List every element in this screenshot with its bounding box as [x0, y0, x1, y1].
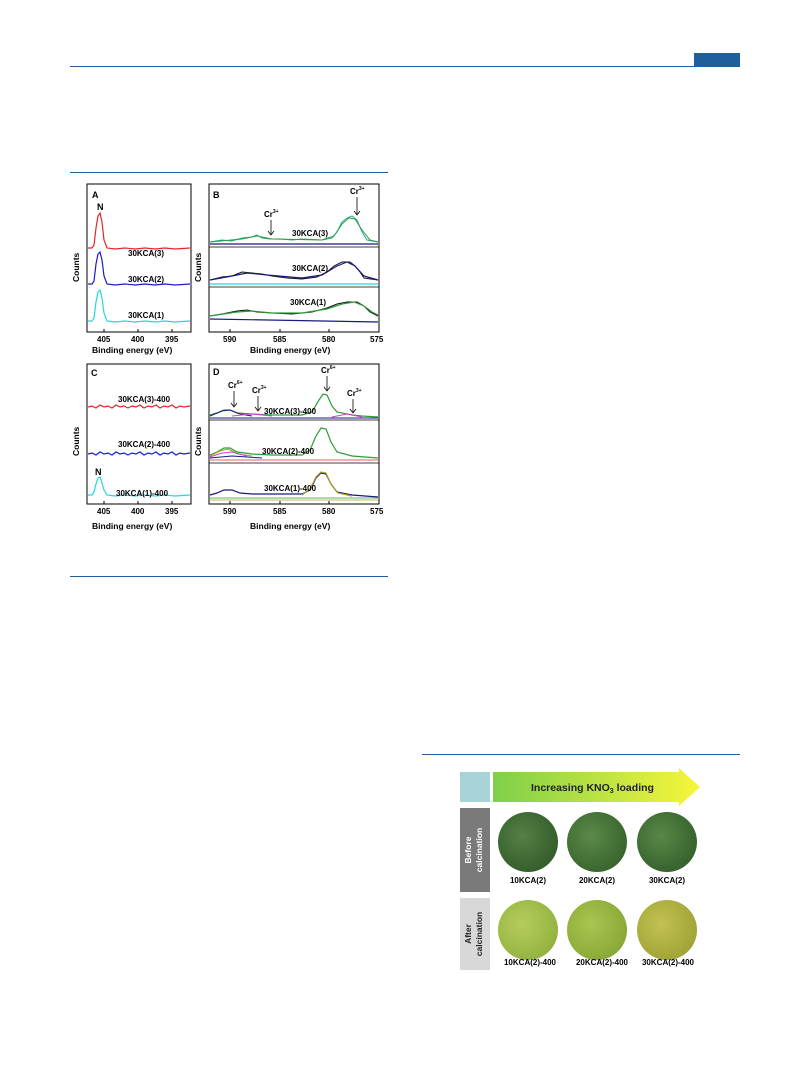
panel-d-frame — [208, 363, 380, 505]
row-label-after: After calcination — [460, 898, 490, 970]
panel-a-series-label-1: 30KCA(3) — [128, 249, 164, 258]
panel-d-xlabel: Binding energy (eV) — [250, 521, 330, 531]
panel-c-series-blue — [87, 451, 191, 456]
panel-c-peak-label: N — [95, 467, 102, 477]
panel-c-series-red — [87, 404, 191, 409]
panel-c-tick-1: 405 — [97, 507, 111, 516]
panel-b-series-label-2: 30KCA(2) — [292, 264, 328, 273]
header-rule — [70, 66, 740, 67]
panel-b-cr3-right: Cr3+ — [350, 186, 365, 196]
row-label-before: Before calcination — [460, 808, 490, 892]
panel-c-letter: C — [91, 368, 98, 378]
panel-d-series-middle — [209, 427, 379, 459]
svg-text:calcination: calcination — [474, 828, 484, 872]
xps-panel-d: D Cr6+ Cr3+ Cr6+ Cr3+ 30KCA(3)-400 30KCA… — [193, 363, 384, 531]
panel-d-tick-1: 590 — [223, 507, 237, 516]
panel-d-cr3-right: Cr3+ — [347, 388, 362, 398]
panel-c-xlabel: Binding energy (eV) — [92, 521, 172, 531]
panel-b-fit-top — [209, 217, 379, 243]
panel-c-tick-2: 400 — [131, 507, 145, 516]
sample-photo-20kca2-400 — [567, 900, 627, 960]
header-accent-block — [694, 53, 740, 66]
panel-a-peak-label: N — [97, 202, 104, 212]
panel-d-cr3-left: Cr3+ — [252, 385, 267, 395]
panel-a-series-blue — [88, 250, 191, 286]
sample-photo-20kca2 — [567, 812, 627, 872]
sample-label-10kca2: 10KCA(2) — [509, 876, 546, 885]
panel-c-series-label-1: 30KCA(3)-400 — [118, 395, 171, 404]
panel-a-tick-1: 405 — [97, 335, 111, 344]
panel-b-ylabel: Counts — [193, 252, 203, 282]
panel-b-tick-4: 575 — [370, 335, 384, 344]
panel-d-cr6-right: Cr6+ — [321, 365, 336, 375]
panel-a-series-label-3: 30KCA(1) — [128, 311, 164, 320]
sample-label-20kca2: 20KCA(2) — [578, 876, 615, 885]
panel-b-series-label-3: 30KCA(1) — [290, 298, 326, 307]
corner-swatch — [460, 772, 490, 802]
panel-d-ylabel: Counts — [193, 426, 203, 456]
panel-b-tick-3: 580 — [322, 335, 336, 344]
xps-panel-b: B Cr3+ Cr3+ 30KCA(3) 30KCA(2) 30KCA(1) 5… — [193, 183, 384, 355]
panel-b-tick-2: 585 — [273, 335, 287, 344]
panel-d-tick-2: 585 — [273, 507, 287, 516]
sample-photo-10kca2 — [498, 812, 558, 872]
xps-panel-c: C 30KCA(3)-400 30KCA(2)-400 30KCA(1)-400… — [71, 363, 192, 531]
panel-d-series-label-3: 30KCA(1)-400 — [264, 484, 317, 493]
sample-label-30kca2: 30KCA(2) — [648, 876, 685, 885]
panel-c-series-label-2: 30KCA(2)-400 — [118, 440, 171, 449]
panel-d-tick-3: 580 — [322, 507, 336, 516]
sample-label-10kca2-400: 10KCA(2)-400 — [503, 958, 557, 967]
figure-top-rule — [70, 172, 388, 173]
panel-b-xlabel: Binding energy (eV) — [250, 345, 330, 355]
sample-label-30kca2-400: 30KCA(2)-400 — [641, 958, 695, 967]
panel-a-series-cyan — [88, 288, 191, 323]
panel-a-tick-3: 395 — [165, 335, 179, 344]
svg-text:calcination: calcination — [474, 912, 484, 956]
svg-text:Before: Before — [463, 836, 473, 863]
panel-d-letter: D — [213, 367, 220, 377]
figure-bottom-rule — [70, 576, 388, 577]
sample-photo-10kca2-400 — [498, 900, 558, 960]
panel-b-series-label-1: 30KCA(3) — [292, 229, 328, 238]
svg-text:After: After — [463, 923, 473, 944]
panel-d-tick-4: 575 — [370, 507, 384, 516]
panel-c-frame — [86, 363, 192, 505]
panel-a-series-red — [88, 211, 191, 250]
panel-d-cr6-left: Cr6+ — [228, 380, 243, 390]
photo-figure: Increasing KNO3 loading Before calcinati… — [460, 768, 702, 973]
panel-b-tick-1: 590 — [223, 335, 237, 344]
panel-a-series-label-2: 30KCA(2) — [128, 275, 164, 284]
panel-a-ylabel: Counts — [71, 252, 81, 282]
panel-a-frame — [86, 183, 192, 333]
panel-b-frame — [208, 183, 380, 333]
panel-c-tick-3: 395 — [165, 507, 179, 516]
banner-text: Increasing KNO3 loading — [531, 782, 654, 795]
sample-photo-30kca2 — [637, 812, 697, 872]
panel-c-series-label-3: 30KCA(1)-400 — [116, 489, 169, 498]
panel-b-fit-middle — [209, 261, 379, 281]
panel-a-letter: A — [92, 190, 99, 200]
photo-figure-top-rule — [422, 754, 740, 755]
panel-c-series-cyan — [88, 476, 191, 497]
sample-photo-30kca2-400 — [637, 900, 697, 960]
loading-arrow-banner: Increasing KNO3 loading — [493, 768, 700, 806]
panel-a-tick-2: 400 — [131, 335, 145, 344]
panel-a-xlabel: Binding energy (eV) — [92, 345, 172, 355]
panel-d-series-label-2: 30KCA(2)-400 — [262, 447, 315, 456]
panel-b-fit-bottom — [209, 301, 379, 317]
panel-c-ylabel: Counts — [71, 426, 81, 456]
panel-d-series-label-1: 30KCA(3)-400 — [264, 407, 317, 416]
sample-label-20kca2-400: 20KCA(2)-400 — [575, 958, 629, 967]
panel-b-letter: B — [213, 190, 220, 200]
xps-panel-a: A N 30KCA(3) 30KCA(2) 30KCA(1) 405 400 3… — [71, 183, 192, 355]
panel-b-cr3-left: Cr3+ — [264, 209, 279, 219]
